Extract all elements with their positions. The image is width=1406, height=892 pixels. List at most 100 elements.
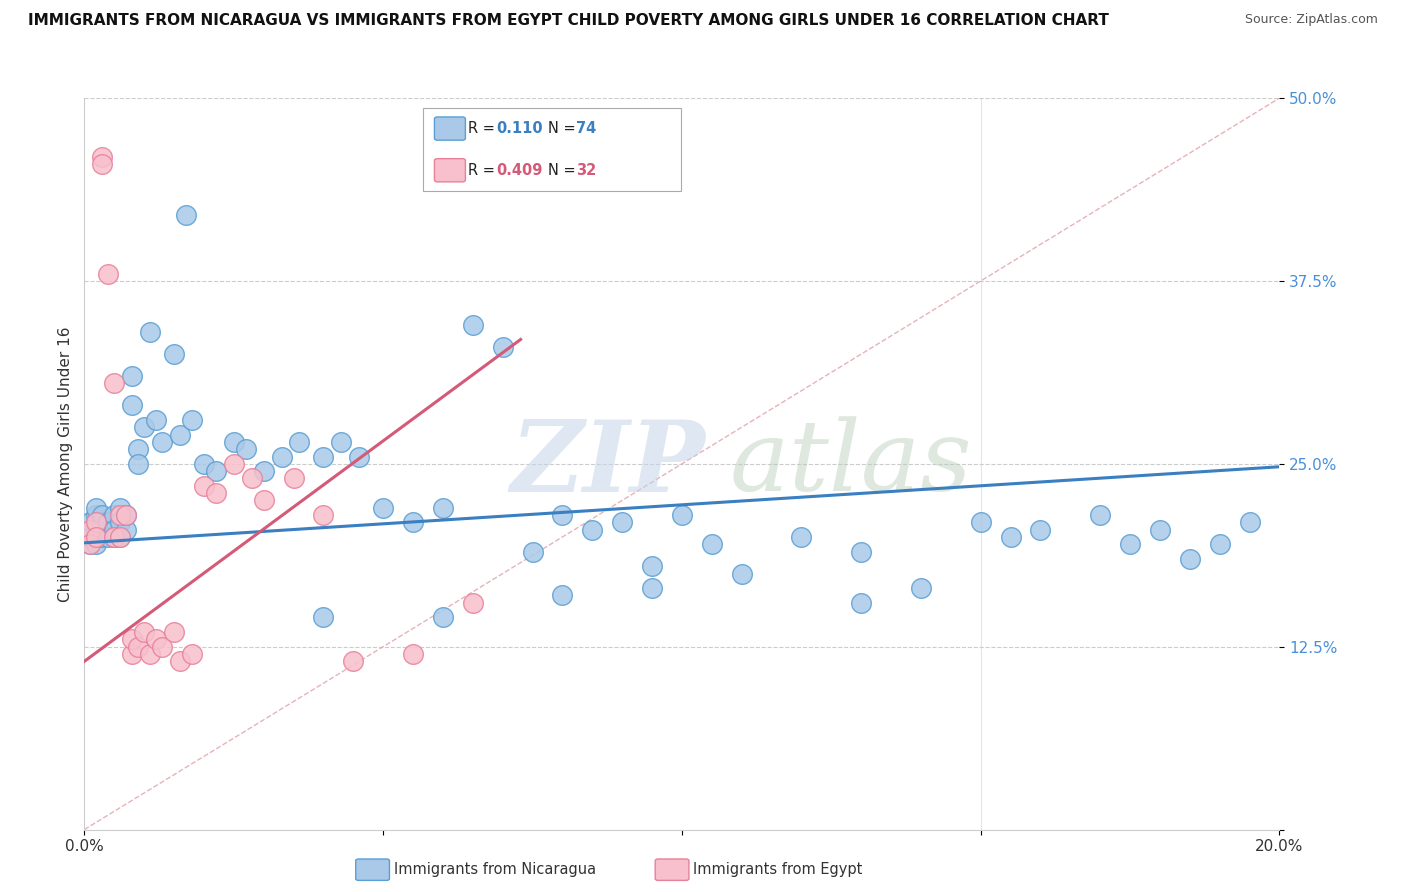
Text: atlas: atlas [730,417,973,511]
Text: R =: R = [468,121,499,136]
Point [86,530,108,544]
Point [127,640,149,654]
Text: 0.409: 0.409 [496,162,543,178]
Point [121,398,143,412]
Point [86,516,108,530]
Point [110,516,132,530]
Point [330,434,353,449]
Point [110,530,132,544]
Point [91,516,114,530]
Point [283,471,305,485]
Point [1149,523,1171,537]
Point [402,516,425,530]
Point [121,647,143,661]
Point [522,544,544,558]
Point [79,523,101,537]
Point [180,413,202,427]
Text: N =: N = [548,121,581,136]
Point [790,530,813,544]
Point [1029,523,1052,537]
Point [849,596,872,610]
Y-axis label: Child Poverty Among Girls Under 16: Child Poverty Among Girls Under 16 [58,326,73,601]
Text: 32: 32 [576,162,596,178]
Point [253,493,276,508]
Point [103,376,125,391]
Point [270,450,292,464]
Point [174,208,197,222]
Point [1178,552,1201,566]
Point [79,537,101,551]
Point [641,559,664,574]
Point [91,157,114,171]
Point [145,632,167,647]
Point [1000,530,1022,544]
Point [169,654,191,668]
Point [461,596,484,610]
Text: R =: R = [468,162,499,178]
Point [193,479,215,493]
Point [671,508,693,522]
Point [86,523,108,537]
Point [492,340,515,354]
Point [121,369,143,384]
Point [402,647,425,661]
Point [349,450,371,464]
Point [849,544,872,558]
Point [150,640,173,654]
Point [1119,537,1142,551]
Text: 0.110: 0.110 [496,121,543,136]
Point [79,537,101,551]
Point [205,464,228,478]
Point [91,530,114,544]
Point [145,413,167,427]
Point [193,457,215,471]
Point [91,150,114,164]
Point [127,457,149,471]
Point [169,427,191,442]
Point [1239,516,1261,530]
Point [180,647,202,661]
Point [235,442,257,457]
Point [103,508,125,522]
Point [110,530,132,544]
Point [641,581,664,595]
Point [97,523,120,537]
Text: Immigrants from Egypt: Immigrants from Egypt [693,863,862,877]
Point [115,508,138,522]
Point [115,508,138,522]
Point [139,325,162,339]
Point [432,610,454,624]
Point [103,523,125,537]
Point [240,471,263,485]
Text: IMMIGRANTS FROM NICARAGUA VS IMMIGRANTS FROM EGYPT CHILD POVERTY AMONG GIRLS UND: IMMIGRANTS FROM NICARAGUA VS IMMIGRANTS … [28,13,1109,29]
Point [91,523,114,537]
Text: Immigrants from Nicaragua: Immigrants from Nicaragua [394,863,596,877]
Point [288,434,311,449]
Text: N =: N = [548,162,581,178]
Point [150,434,173,449]
Point [139,647,162,661]
Point [79,516,101,530]
Point [86,500,108,515]
Point [79,530,101,544]
Point [163,347,186,361]
Point [97,530,120,544]
Point [610,516,633,530]
Point [700,537,723,551]
Point [163,625,186,640]
Point [371,500,394,515]
Point [132,625,156,640]
Point [312,610,335,624]
Point [97,516,120,530]
Point [132,420,156,434]
Point [222,457,245,471]
Point [910,581,932,595]
Text: 74: 74 [576,121,596,136]
Point [1208,537,1232,551]
Point [86,537,108,551]
Point [731,566,754,581]
Point [581,523,603,537]
Point [312,508,335,522]
Point [1088,508,1111,522]
Point [103,530,125,544]
